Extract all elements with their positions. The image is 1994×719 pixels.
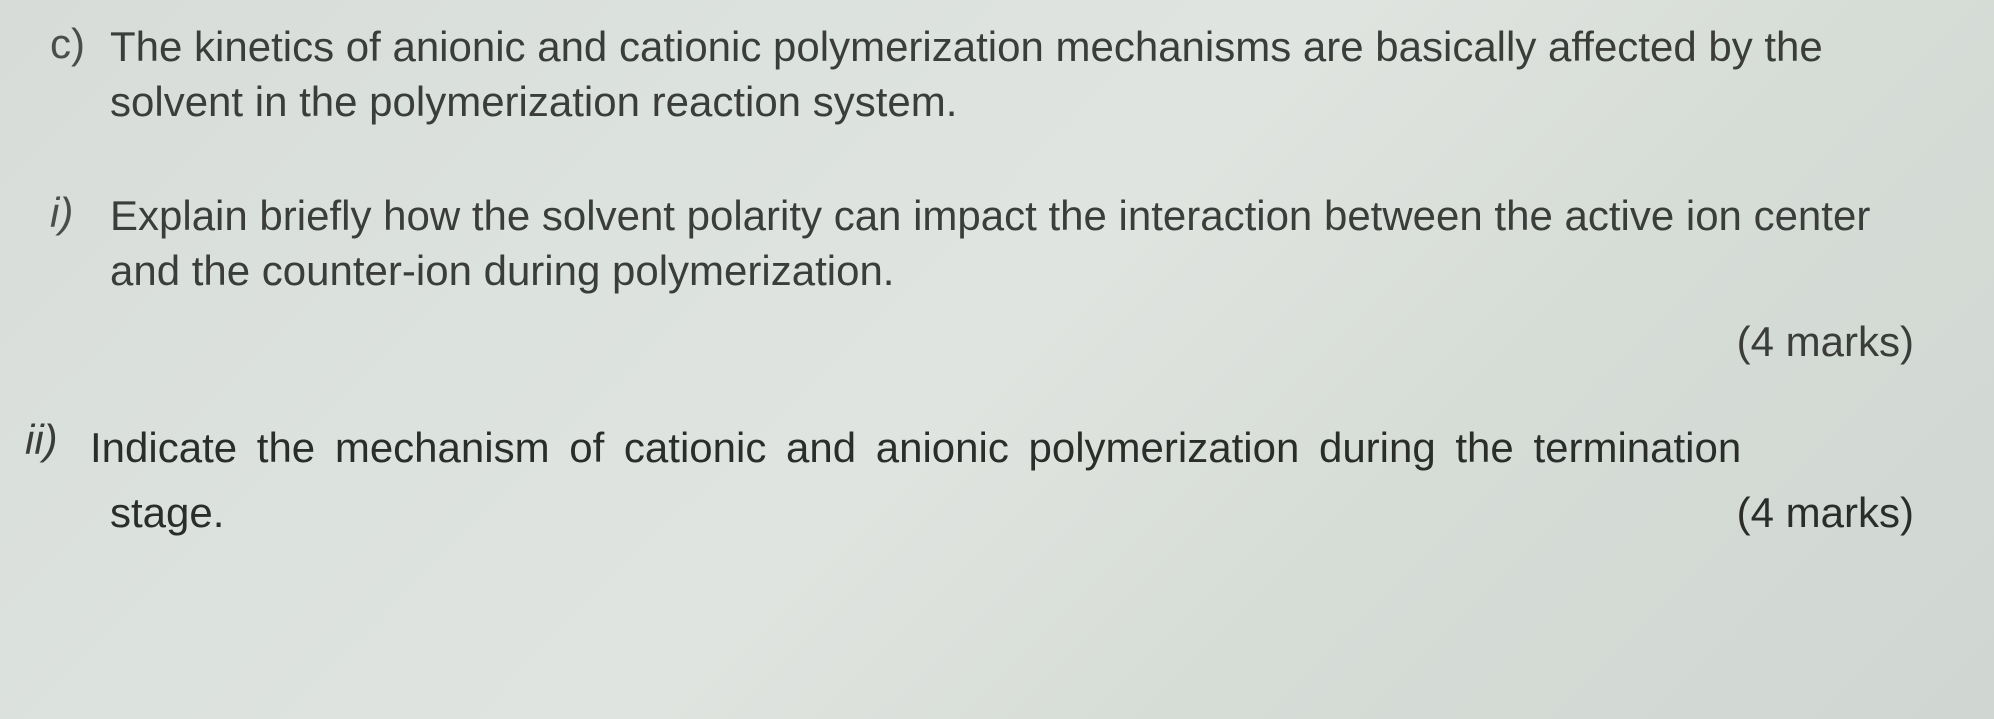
sub-ii-marks: (4 marks) <box>1737 489 1944 537</box>
question-c-container: c) The kinetics of anionic and cationic … <box>50 20 1944 129</box>
sub-i-label: i) <box>50 189 100 298</box>
sub-ii-text: Indicate the mechanism of cationic and a… <box>90 416 1741 479</box>
stage-marks-row: stage. (4 marks) <box>50 489 1944 537</box>
sub-ii-label: ii) <box>25 416 80 479</box>
sub-ii-stage: stage. <box>110 489 224 537</box>
sub-i-text: Explain briefly how the solvent polarity… <box>110 189 1944 298</box>
question-c-text: The kinetics of anionic and cationic pol… <box>110 20 1944 129</box>
sub-question-i-container: i) Explain briefly how the solvent polar… <box>50 189 1944 298</box>
sub-i-marks: (4 marks) <box>50 318 1944 366</box>
question-c-label: c) <box>50 20 100 129</box>
sub-question-ii-container: ii) Indicate the mechanism of cationic a… <box>50 416 1944 479</box>
